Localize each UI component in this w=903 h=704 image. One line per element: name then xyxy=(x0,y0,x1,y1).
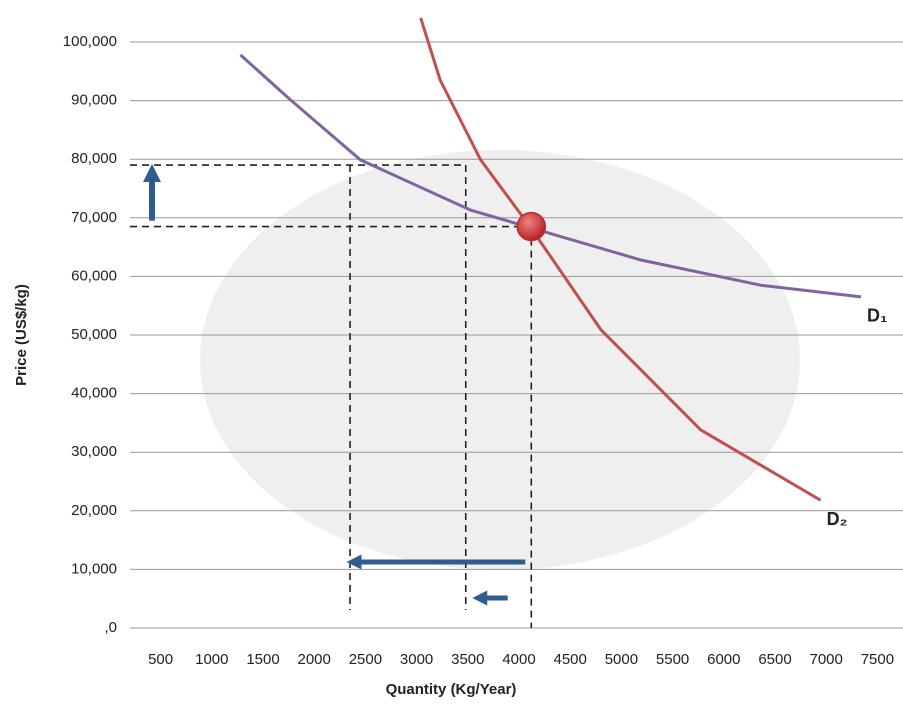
x-tick-label: 5000 xyxy=(605,651,638,668)
series-label: D₂ xyxy=(827,509,848,529)
x-tick-label: 500 xyxy=(148,651,173,668)
x-tick-label: 7000 xyxy=(810,651,843,668)
y-tick-label: 20,000 xyxy=(71,502,117,519)
x-tick-label: 2000 xyxy=(298,651,331,668)
x-tick-label: 1000 xyxy=(195,651,228,668)
x-tick-label: 4500 xyxy=(554,651,587,668)
y-tick-label: 60,000 xyxy=(71,267,117,284)
background-image xyxy=(200,150,800,570)
y-tick-label: 90,000 xyxy=(71,92,117,109)
x-tick-label: 1500 xyxy=(246,651,279,668)
chart: Quantity (Kg/Year) Price (US$/kg) ,0 10,0… xyxy=(0,0,903,704)
equilibrium-point xyxy=(517,213,545,241)
x-tick-label: 6000 xyxy=(707,651,740,668)
x-axis-title: Quantity (Kg/Year) xyxy=(386,681,517,698)
x-tick-label: 2500 xyxy=(349,651,382,668)
y-axis-title: Price (US$/kg) xyxy=(13,284,30,386)
y-tick-label: 30,000 xyxy=(71,443,117,460)
y-tick-label: 70,000 xyxy=(71,209,117,226)
y-tick-label: 80,000 xyxy=(71,150,117,167)
y-tick-label: 40,000 xyxy=(71,385,117,402)
x-tick-label: 6500 xyxy=(758,651,791,668)
y-tick-label: 50,000 xyxy=(71,326,117,343)
x-tick-label: 3000 xyxy=(400,651,433,668)
x-tick-label: 5500 xyxy=(656,651,689,668)
x-tick-label: 3500 xyxy=(451,651,484,668)
x-tick-label: 7500 xyxy=(861,651,894,668)
y-tick-label: ,0 xyxy=(104,619,117,636)
x-tick-label: 4000 xyxy=(502,651,535,668)
series-label: D₁ xyxy=(867,306,887,326)
y-tick-label: 100,000 xyxy=(63,33,117,50)
y-tick-label: 10,000 xyxy=(71,560,117,577)
